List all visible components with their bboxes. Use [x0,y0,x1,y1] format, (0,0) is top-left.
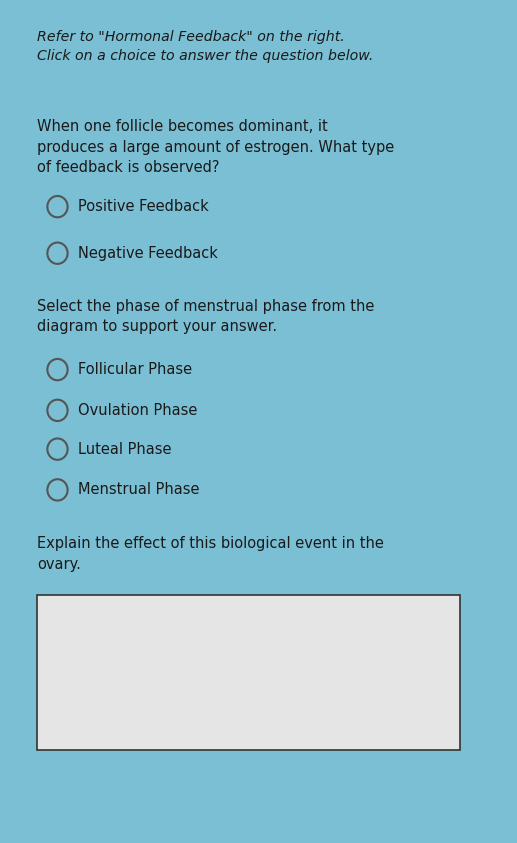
Text: Menstrual Phase: Menstrual Phase [78,482,199,497]
Text: Follicular Phase: Follicular Phase [78,362,192,377]
Text: Ovulation Phase: Ovulation Phase [78,403,197,418]
Text: Luteal Phase: Luteal Phase [78,442,171,457]
Text: Positive Feedback: Positive Feedback [78,199,208,214]
Text: Negative Feedback: Negative Feedback [78,245,218,260]
Text: Explain the effect of this biological event in the
ovary.: Explain the effect of this biological ev… [37,536,384,572]
Text: Refer to "Hormonal Feedback" on the right.
Click on a choice to answer the quest: Refer to "Hormonal Feedback" on the righ… [37,30,374,63]
Text: Select the phase of menstrual phase from the
diagram to support your answer.: Select the phase of menstrual phase from… [37,298,375,334]
FancyBboxPatch shape [37,594,461,749]
Text: When one follicle becomes dominant, it
produces a large amount of estrogen. What: When one follicle becomes dominant, it p… [37,120,394,175]
